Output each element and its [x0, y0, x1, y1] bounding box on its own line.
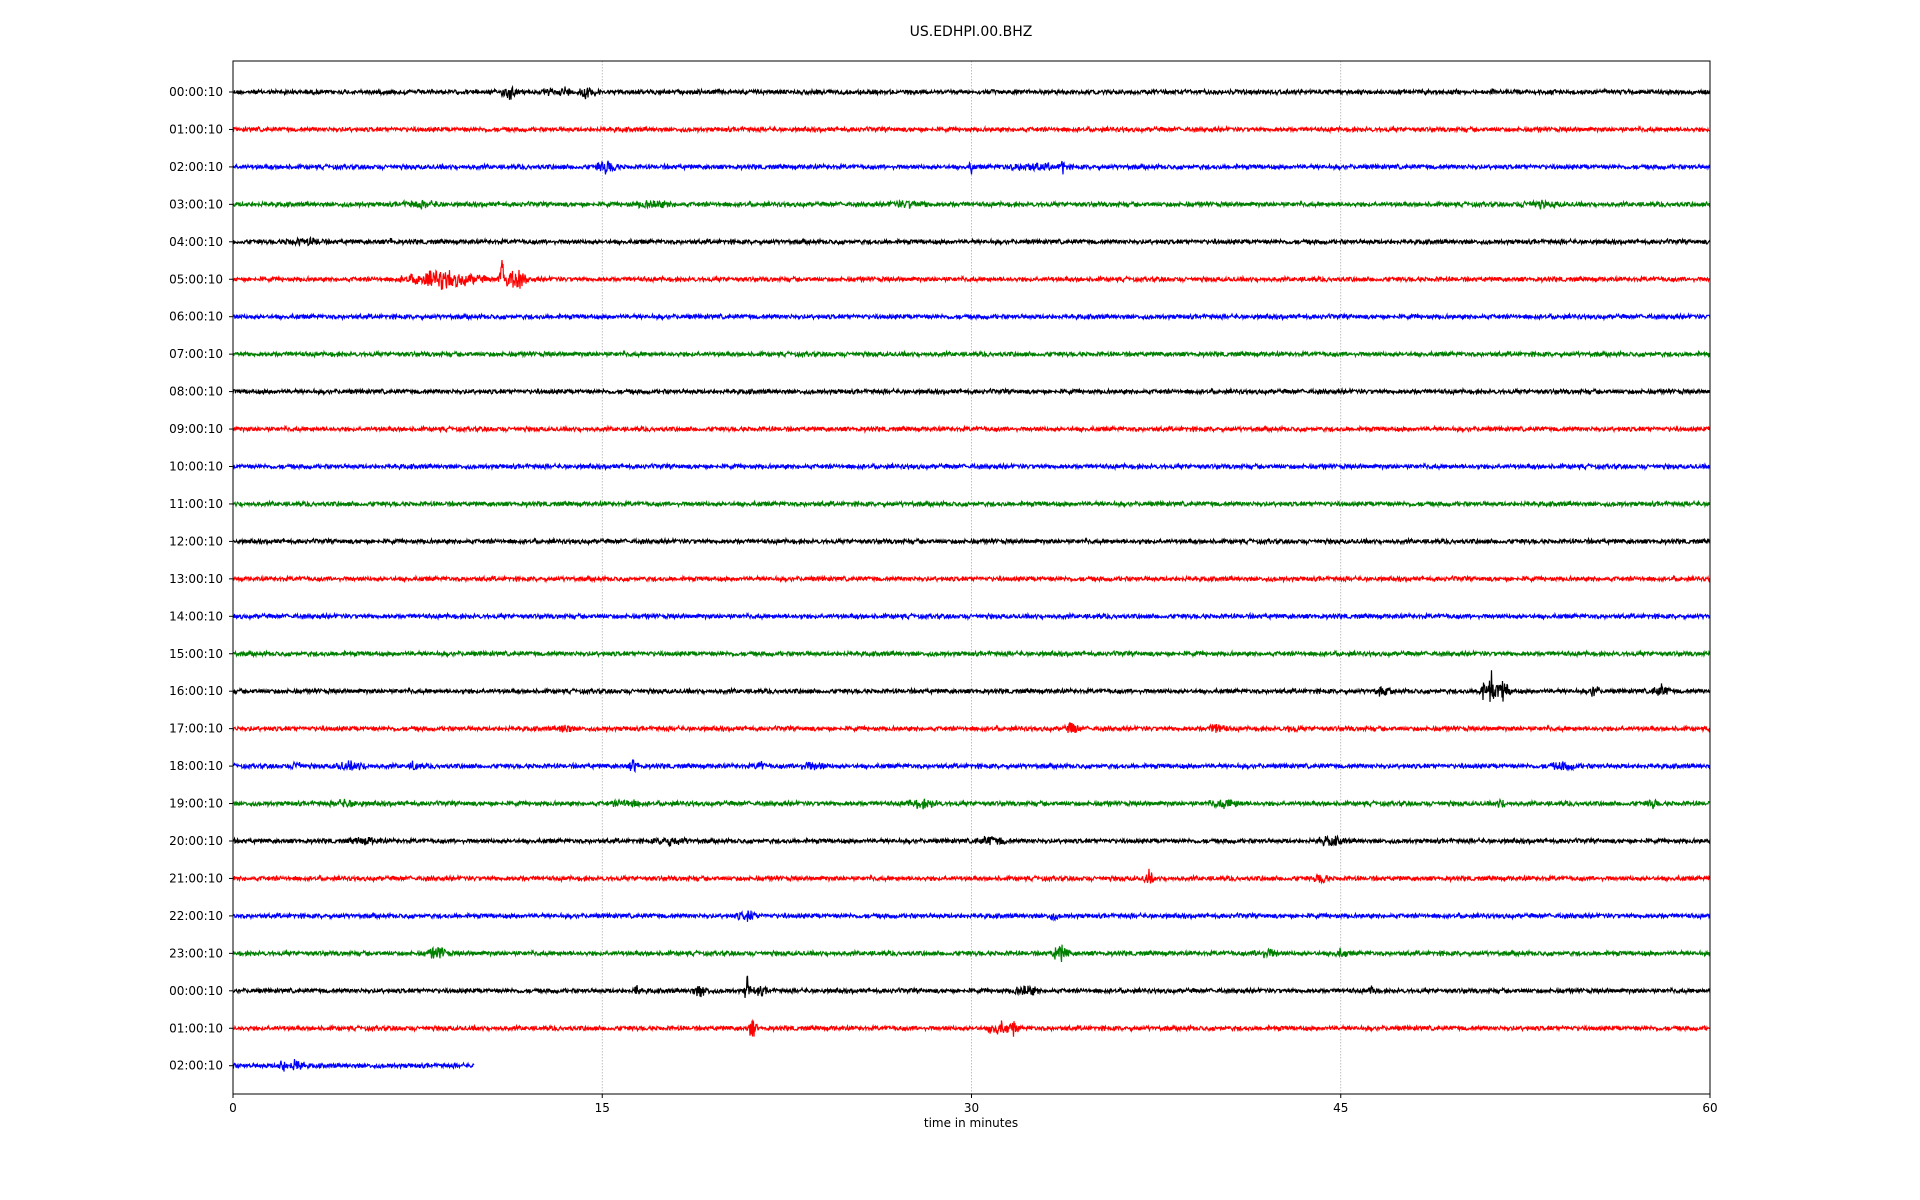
trace-0 [232, 84, 1711, 100]
y-tick-label: 21:00:10 [169, 871, 223, 885]
y-tick-label: 02:00:10 [169, 160, 223, 174]
trace-21 [232, 868, 1711, 885]
y-tick-label: 14:00:10 [169, 609, 223, 623]
y-tick-label: 05:00:10 [169, 272, 223, 286]
y-tick-label: 20:00:10 [169, 834, 223, 848]
trace-13 [232, 574, 1711, 584]
trace-8 [232, 386, 1711, 397]
trace-5 [232, 259, 1711, 290]
trace-3 [232, 198, 1711, 210]
y-tick-label: 10:00:10 [169, 460, 223, 474]
x-axis-label: time in minutes [924, 1116, 1018, 1130]
x-tick-label: 0 [229, 1101, 237, 1115]
chart-title: US.EDHPI.00.BHZ [910, 24, 1033, 40]
y-tick-label: 04:00:10 [169, 235, 223, 249]
y-tick-label: 01:00:10 [169, 1021, 223, 1035]
y-tick-label: 15:00:10 [169, 647, 223, 661]
y-tick-label: 09:00:10 [169, 422, 223, 436]
trace-1 [232, 124, 1711, 135]
y-tick-label: 23:00:10 [169, 946, 223, 960]
x-tick-label: 30 [964, 1101, 979, 1115]
y-tick-label: 06:00:10 [169, 310, 223, 324]
y-tick-label: 11:00:10 [169, 497, 223, 511]
trace-16 [232, 670, 1711, 702]
y-tick-label: 18:00:10 [169, 759, 223, 773]
y-axis-ticks: 00:00:10 01:00:10 02:00:10 03:00:10 04:00:10… [169, 85, 233, 1073]
trace-2 [232, 160, 1711, 175]
trace-24 [232, 975, 1711, 998]
y-tick-label: 12:00:10 [169, 534, 223, 548]
trace-22 [232, 910, 1711, 922]
trace-15 [232, 649, 1711, 659]
y-tick-label: 19:00:10 [169, 797, 223, 811]
trace-10 [232, 461, 1711, 472]
trace-11 [232, 499, 1711, 509]
trace-25 [232, 1018, 1711, 1037]
x-tick-label: 15 [595, 1101, 610, 1115]
trace-20 [232, 834, 1711, 847]
y-tick-label: 02:00:10 [169, 1059, 223, 1073]
y-tick-label: 07:00:10 [169, 347, 223, 361]
y-tick-label: 13:00:10 [169, 572, 223, 586]
trace-19 [232, 797, 1711, 810]
trace-18 [232, 758, 1711, 774]
y-tick-label: 01:00:10 [169, 122, 223, 136]
trace-23 [232, 944, 1711, 963]
trace-6 [232, 311, 1711, 322]
trace-4 [232, 235, 1711, 248]
y-tick-label: 17:00:10 [169, 722, 223, 736]
y-tick-label: 00:00:10 [169, 85, 223, 99]
trace-17 [232, 721, 1711, 734]
x-axis-ticks: 0 15 30 45 60 [229, 1094, 1718, 1115]
trace-9 [232, 424, 1711, 434]
y-tick-label: 16:00:10 [169, 684, 223, 698]
trace-14 [232, 611, 1711, 622]
y-tick-label: 00:00:10 [169, 984, 223, 998]
y-tick-label: 22:00:10 [169, 909, 223, 923]
x-tick-label: 45 [1333, 1101, 1348, 1115]
y-tick-label: 08:00:10 [169, 385, 223, 399]
trace-26 [232, 1059, 475, 1072]
trace-12 [232, 536, 1711, 547]
plot-frame [232, 60, 1711, 1095]
y-tick-label: 03:00:10 [169, 197, 223, 211]
trace-7 [232, 349, 1711, 359]
traces [232, 84, 1711, 1072]
x-tick-label: 60 [1702, 1101, 1717, 1115]
